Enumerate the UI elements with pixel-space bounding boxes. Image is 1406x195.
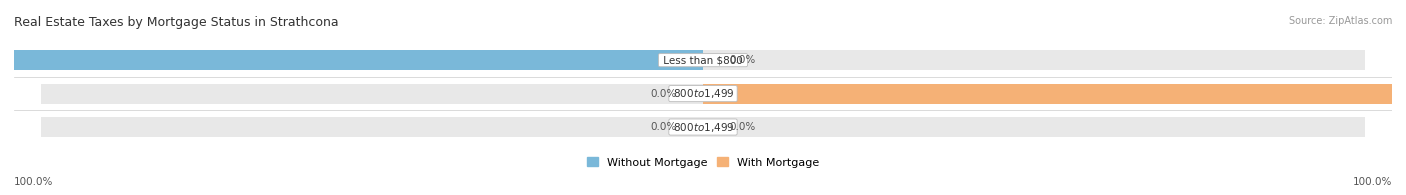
Text: $800 to $1,499: $800 to $1,499 — [671, 121, 735, 134]
Bar — [703, 50, 1365, 70]
Text: 0.0%: 0.0% — [650, 122, 676, 132]
Bar — [703, 84, 1365, 104]
Text: $800 to $1,499: $800 to $1,499 — [671, 87, 735, 100]
Bar — [41, 117, 703, 137]
Text: 100.0%: 100.0% — [1353, 177, 1392, 187]
Text: 0.0%: 0.0% — [730, 122, 756, 132]
Text: Less than $800: Less than $800 — [659, 55, 747, 65]
Bar — [0, 50, 703, 70]
Text: 100.0%: 100.0% — [14, 177, 53, 187]
Bar — [41, 50, 703, 70]
Text: 0.0%: 0.0% — [730, 55, 756, 65]
Bar — [703, 84, 1406, 104]
Legend: Without Mortgage, With Mortgage: Without Mortgage, With Mortgage — [588, 157, 818, 168]
Bar — [703, 117, 1365, 137]
Text: Real Estate Taxes by Mortgage Status in Strathcona: Real Estate Taxes by Mortgage Status in … — [14, 16, 339, 29]
Text: Source: ZipAtlas.com: Source: ZipAtlas.com — [1288, 16, 1392, 26]
Bar — [41, 84, 703, 104]
Text: 0.0%: 0.0% — [650, 89, 676, 99]
